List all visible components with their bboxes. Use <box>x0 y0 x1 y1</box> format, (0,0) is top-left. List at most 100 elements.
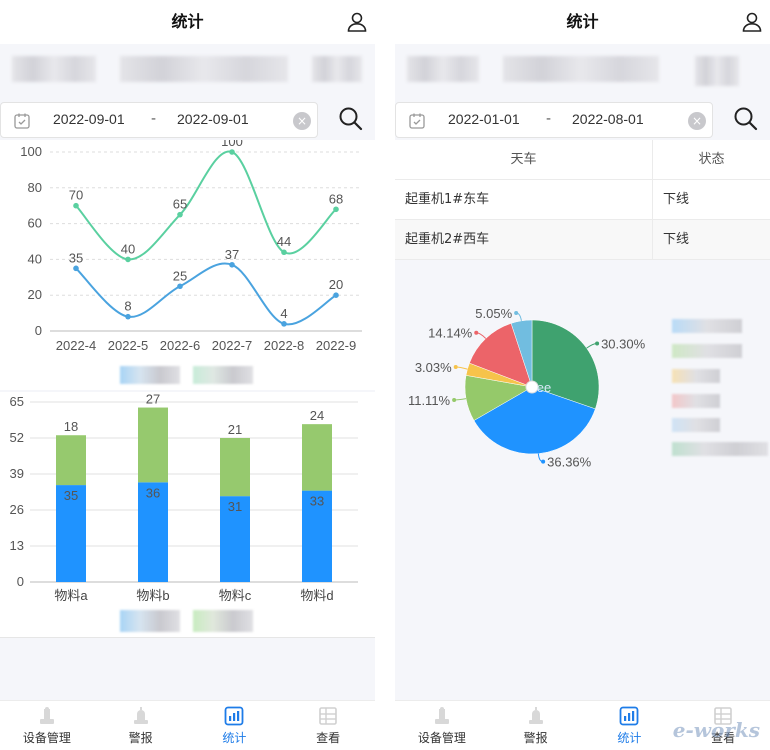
pie-chart-svg: 30.30% 36.36% 11.11% 3.03% 14.14%5.05% ee <box>408 306 646 470</box>
y-tick-label: 65 <box>10 394 24 409</box>
nav-item-devices[interactable]: 设备管理 <box>395 701 489 750</box>
date-range-picker[interactable]: 2022-09-01 - 2022-09-01 × <box>0 102 318 138</box>
label-dot <box>474 330 479 335</box>
watermark-logo: e-works <box>672 718 760 742</box>
series-line <box>75 150 337 261</box>
data-point <box>125 313 131 320</box>
nav-label: 统计 <box>617 731 642 745</box>
search-icon[interactable] <box>336 104 366 134</box>
bar <box>56 485 86 582</box>
column-header-status: 状态 <box>698 152 725 167</box>
x-tick-label: 2022-5 <box>108 338 148 353</box>
x-tick-label: 2022-8 <box>264 338 304 353</box>
data-label: 36 <box>146 485 160 500</box>
bar-chart: 0 13 26 39 52 65 35 18 物料a 36 27 物料b 31 21 物料c 33 24 物料d <box>0 392 375 638</box>
data-point <box>333 292 339 298</box>
line-chart: 0 20 40 60 80 100 2022-4 2022-5 2022-6 2022-7 2022… <box>0 134 375 390</box>
data-label: 24 <box>310 408 324 423</box>
pie-slice <box>531 319 600 410</box>
y-tick-label: 80 <box>28 180 42 195</box>
line-chart-svg: 0 20 40 60 80 100 2022-4 2022-5 2022-6 2022-7 2022… <box>20 134 362 353</box>
cell-status: 下线 <box>663 232 690 247</box>
nav-item-stats[interactable]: 统计 <box>188 701 282 750</box>
x-tick-label: 2022-9 <box>316 338 356 353</box>
slice-label: 14.14% <box>428 326 473 341</box>
bar <box>220 438 250 497</box>
x-tick-label: 2022-6 <box>160 338 200 353</box>
y-tick-label: 100 <box>20 144 42 159</box>
data-point <box>73 202 79 209</box>
table-row[interactable]: 起重机1#东车 下线 <box>395 180 770 220</box>
pie-chart: 30.30% 36.36% 11.11% 3.03% 14.14% 5.05% ee <box>395 282 770 482</box>
nav-label: 查看 <box>316 731 341 745</box>
device-icon <box>39 707 54 724</box>
header: 统计 <box>0 0 375 44</box>
clear-icon[interactable]: × <box>293 112 311 130</box>
cell-crane: 起重机2#西车 <box>395 220 653 259</box>
legend-series-1 <box>120 610 180 632</box>
bar <box>302 424 332 491</box>
y-tick-label: 0 <box>35 323 42 338</box>
y-tick-label: 20 <box>28 287 42 302</box>
bar-chart-icon <box>224 706 244 726</box>
label-dot <box>452 398 457 403</box>
cell-status: 下线 <box>663 192 690 207</box>
calendar-icon <box>409 113 425 129</box>
slice-label: 5.05% <box>475 306 512 321</box>
clear-icon[interactable]: × <box>688 112 706 130</box>
nav-label: 统计 <box>222 731 247 745</box>
data-point <box>281 321 287 327</box>
pie-legend-item <box>672 344 742 358</box>
blurred-summary-row <box>395 44 770 96</box>
bar <box>56 435 86 486</box>
nav-item-stats[interactable]: 统计 <box>583 701 677 750</box>
slice-label: 11.11% <box>408 393 451 408</box>
bottom-nav: 设备管理 警报 统计 查看 <box>0 700 375 750</box>
nav-label: 设备管理 <box>417 731 466 745</box>
pie-legend-item <box>672 369 720 383</box>
alarm-icon <box>133 707 148 724</box>
y-tick-label: 60 <box>28 216 42 231</box>
data-label: 44 <box>277 234 291 249</box>
x-tick-label: 物料d <box>300 588 333 603</box>
center-text: ee <box>537 380 551 395</box>
nav-item-alarm[interactable]: 警报 <box>94 701 188 750</box>
date-range-picker[interactable]: 2022-01-01 - 2022-08-01 × <box>395 102 713 138</box>
data-point <box>229 261 235 268</box>
y-tick-label: 40 <box>28 251 42 266</box>
slice-label: 3.03% <box>415 360 452 375</box>
table-row[interactable]: 起重机2#西车 下线 <box>395 220 770 260</box>
user-icon[interactable] <box>740 10 764 34</box>
user-icon[interactable] <box>345 10 369 34</box>
search-icon[interactable] <box>731 104 761 134</box>
date-range-row: 2022-01-01 - 2022-08-01 × <box>395 102 770 138</box>
alarm-icon <box>528 707 543 724</box>
start-date-input[interactable]: 2022-01-01 <box>448 111 520 127</box>
grid-icon <box>319 707 337 725</box>
end-date-input[interactable]: 2022-09-01 <box>177 111 249 127</box>
nav-item-alarm[interactable]: 警报 <box>489 701 583 750</box>
blurred-summary-row <box>0 44 375 96</box>
data-label: 35 <box>69 250 83 265</box>
data-label: 70 <box>69 188 83 203</box>
date-separator: - <box>546 111 552 127</box>
table-header: 天车 状态 <box>395 140 770 180</box>
nav-item-devices[interactable]: 设备管理 <box>0 701 94 750</box>
x-tick-label: 物料b <box>136 588 169 603</box>
data-label: 68 <box>329 191 343 206</box>
crane-status-table: 天车 状态 起重机1#东车 下线 起重机2#西车 下线 <box>395 140 770 260</box>
data-label: 65 <box>173 197 187 212</box>
nav-label: 警报 <box>523 731 548 745</box>
start-date-input[interactable]: 2022-09-01 <box>53 111 125 127</box>
grid-icon <box>714 707 732 725</box>
end-date-input[interactable]: 2022-08-01 <box>572 111 644 127</box>
data-label: 27 <box>146 392 160 407</box>
device-icon <box>434 707 449 724</box>
data-point <box>229 149 235 155</box>
data-label: 33 <box>310 494 324 509</box>
column-header-crane: 天车 <box>395 140 653 179</box>
pie-legend-item <box>672 418 720 432</box>
nav-item-view[interactable]: 查看 <box>676 701 770 750</box>
data-point <box>177 283 183 290</box>
nav-item-view[interactable]: 查看 <box>281 701 375 750</box>
